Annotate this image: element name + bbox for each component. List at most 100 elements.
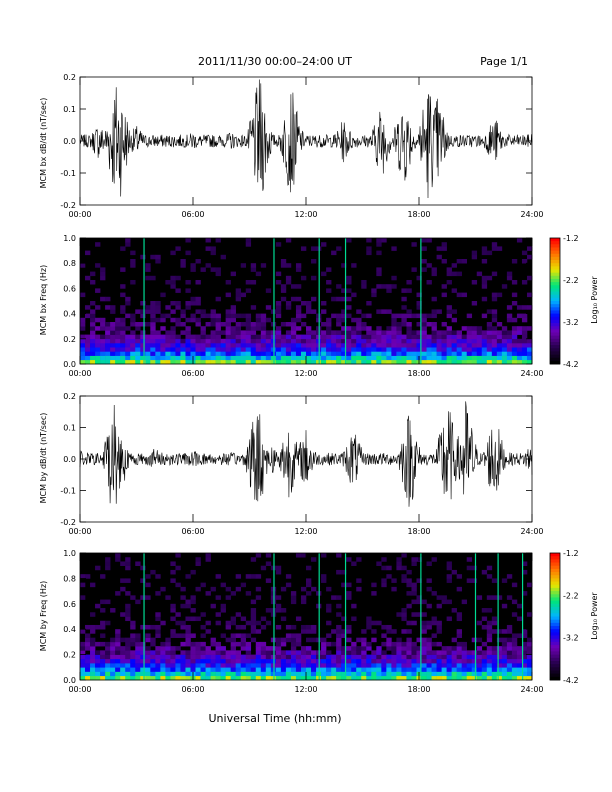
spectrogram-cell — [461, 343, 468, 348]
spectrogram-cell — [240, 663, 247, 668]
spectrogram-cell — [200, 667, 206, 672]
spectrogram-cell — [426, 654, 432, 660]
spectrogram-cell — [396, 326, 402, 331]
spectrogram-cell — [416, 330, 422, 335]
spectrogram-cell — [431, 330, 437, 335]
spectrogram-cell — [90, 334, 96, 340]
spectrogram-cell — [165, 675, 171, 681]
spectrogram-cell — [155, 671, 161, 677]
spectrogram-cell — [265, 663, 272, 668]
y-tick-label: 0.2 — [63, 651, 76, 660]
spectrogram-cell — [441, 646, 447, 651]
spectrogram-cell — [431, 359, 437, 365]
spectrogram-cell — [265, 667, 272, 672]
spectrogram-cell — [501, 650, 508, 655]
spectrogram-cell — [336, 654, 342, 660]
spectrogram-cell — [200, 267, 206, 272]
spectrogram-cell — [95, 650, 101, 655]
spectrogram-cell — [245, 658, 252, 664]
spectrogram-cell — [496, 654, 503, 660]
spectrogram-cell — [526, 654, 533, 660]
spectrogram-cell — [306, 334, 312, 340]
spectrogram-cell — [396, 641, 402, 647]
spectrogram-cell — [521, 334, 528, 340]
spectrogram-cell — [521, 675, 528, 681]
spectrogram-cell — [346, 591, 352, 596]
spectrogram-cell — [225, 330, 231, 335]
spectrogram-cell — [175, 675, 181, 681]
spectrogram-cell — [165, 334, 171, 340]
spectrogram-cell — [265, 359, 272, 365]
spectrogram-cell — [516, 654, 523, 660]
spectrogram-cell — [421, 599, 427, 605]
spectrogram-cell — [526, 355, 533, 361]
spectrogram-cell — [220, 347, 226, 352]
spectrogram-cell — [471, 578, 478, 583]
colorbar-segment — [550, 244, 560, 248]
spectrogram-cell — [170, 608, 176, 613]
spectrogram-cell — [391, 322, 397, 327]
spectrogram-cell — [80, 595, 86, 600]
spectrogram-cell — [285, 633, 292, 638]
colorbar-segment — [550, 575, 560, 579]
spectrogram-cell — [426, 322, 432, 327]
spectrogram-cell — [185, 658, 191, 664]
spectrogram-cell — [401, 351, 407, 356]
spectrogram-cell — [396, 667, 402, 672]
spectrogram-cell — [321, 242, 327, 247]
spectrogram-cell — [376, 238, 382, 243]
spectrogram-cell — [506, 629, 513, 634]
spectrogram-cell — [275, 565, 282, 571]
spectrogram-cell — [381, 667, 387, 672]
spectrogram-cell — [411, 347, 417, 352]
spectrogram-cell — [391, 313, 397, 319]
spectrogram-cell — [401, 663, 407, 668]
spectrogram-cell — [215, 334, 221, 340]
spectrogram-cell — [155, 612, 161, 617]
spectrogram-cell — [175, 275, 181, 281]
spectrogram-cell — [190, 343, 196, 348]
spectrogram-cell — [290, 641, 297, 647]
spectrogram-cell — [491, 578, 498, 583]
spectrogram-cell — [321, 650, 327, 655]
spectrogram-cell — [105, 338, 111, 344]
spectrogram-cell — [346, 296, 352, 302]
spectrogram-cell — [275, 658, 282, 664]
spectrogram-cell — [481, 351, 488, 356]
colorbar-segment — [550, 641, 560, 646]
spectrogram-cell — [125, 637, 131, 643]
spectrogram-cell — [295, 675, 302, 681]
spectrogram-cell — [115, 650, 121, 655]
spectrogram-cell — [170, 330, 176, 335]
spectrogram-cell — [195, 359, 201, 365]
spectrogram-cell — [336, 650, 342, 655]
spectrogram-cell — [85, 359, 91, 365]
spectrogram-cell — [391, 355, 397, 361]
spectrogram-cell — [225, 624, 231, 630]
colorbar-segment — [550, 285, 560, 289]
spectrogram-cell — [496, 351, 503, 356]
spectrogram-cell — [311, 296, 317, 302]
spectrogram-cell — [341, 343, 347, 348]
spectrogram-cell — [521, 259, 528, 264]
spectrogram-cell — [275, 624, 282, 630]
spectrogram-cell — [290, 317, 297, 323]
spectrogram-cell — [396, 334, 402, 340]
spectrogram-cell — [446, 675, 452, 681]
spectrogram-cell — [215, 620, 221, 626]
spectrogram-cell — [406, 288, 412, 293]
spectrogram-cell — [421, 637, 427, 643]
spectrogram-cell — [255, 654, 262, 660]
spectrogram-cell — [476, 620, 483, 626]
spectrogram-cell — [341, 355, 347, 361]
spectrogram-cell — [521, 658, 528, 664]
spectrogram-cell — [100, 334, 106, 340]
spectrogram-cell — [85, 658, 91, 664]
spectrogram-cell — [215, 330, 221, 335]
spectrogram-cell — [160, 663, 166, 668]
spectrogram-cell — [361, 347, 367, 352]
spectrogram-cell — [466, 578, 473, 583]
spectrogram-cell — [175, 246, 181, 251]
spectrogram-cell — [220, 633, 226, 638]
spectrogram-cell — [195, 675, 201, 681]
